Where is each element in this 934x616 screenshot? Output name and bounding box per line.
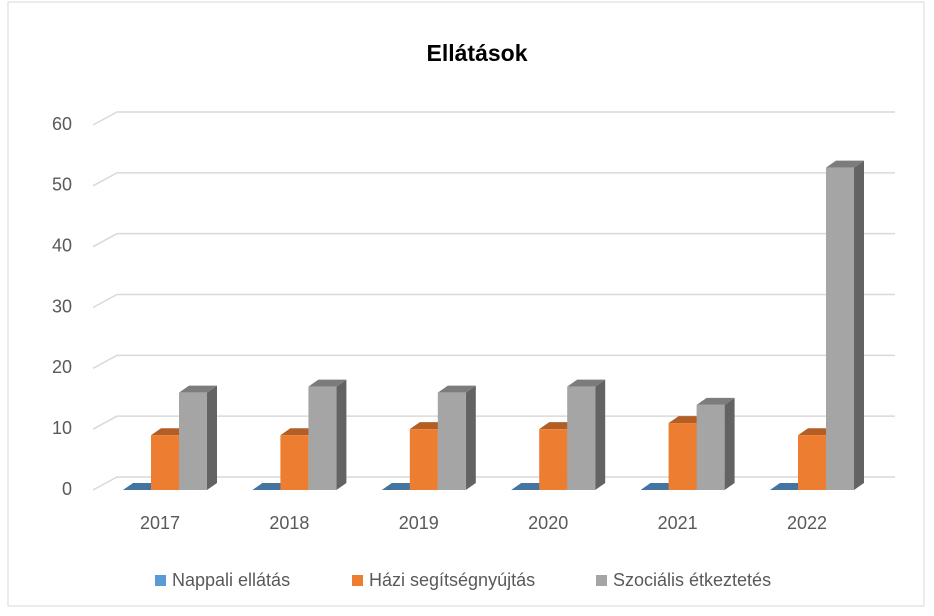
grid-line (92, 476, 895, 491)
y-tick-label: 60 (52, 114, 72, 134)
legend-swatch (155, 575, 166, 586)
bar-front (151, 435, 179, 490)
chart-border (7, 1, 925, 607)
grid-line (92, 172, 895, 187)
legend-swatch (352, 575, 363, 586)
legend-label: Szociális étkeztetés (613, 570, 771, 590)
bar-front (798, 435, 826, 490)
bar (437, 385, 476, 490)
x-tick-label: 2022 (787, 513, 827, 533)
chart-title: Ellátások (427, 40, 528, 66)
grid-line (92, 293, 895, 309)
bar-side (207, 385, 217, 490)
grid-line (92, 232, 895, 248)
bar (696, 397, 735, 490)
bar-front (696, 404, 725, 490)
legend-swatch (596, 575, 607, 586)
bar (567, 379, 606, 490)
bar-front (308, 386, 337, 490)
grid-line (92, 111, 895, 126)
y-tick-label: 10 (52, 418, 72, 438)
bar-top (179, 385, 217, 393)
bar-front (409, 429, 438, 490)
bar-front (668, 423, 697, 490)
y-tick-label: 30 (52, 296, 72, 316)
y-tick-label: 20 (52, 357, 72, 377)
y-tick-label: 50 (52, 175, 72, 195)
bar-side (595, 379, 606, 490)
bar-top (308, 379, 347, 387)
bar (308, 379, 347, 490)
bar (826, 160, 864, 491)
x-tick-label: 2021 (658, 513, 698, 533)
bar-side (724, 397, 735, 490)
grid-line (92, 415, 895, 430)
grid-line (92, 354, 895, 369)
legend-label: Házi segítségnyújtás (369, 570, 535, 590)
x-tick-label: 2020 (528, 513, 568, 533)
x-tick-label: 2017 (140, 513, 180, 533)
bar-front (539, 429, 568, 490)
legend-label: Nappali ellátás (172, 570, 290, 590)
bar-top (826, 160, 864, 168)
bar (179, 385, 217, 490)
x-tick-label: 2019 (399, 513, 439, 533)
bar-side (854, 160, 864, 491)
bar-top (437, 385, 476, 393)
bar-top (567, 379, 606, 387)
bar-front (280, 435, 309, 490)
bar-front (567, 386, 596, 490)
bar-front (826, 167, 854, 491)
bar-top (696, 397, 735, 405)
bar-front (437, 392, 466, 490)
bar-front (179, 392, 207, 490)
bar-side (336, 379, 347, 490)
y-tick-label: 40 (52, 235, 72, 255)
x-tick-label: 2018 (269, 513, 309, 533)
bar-side (465, 385, 476, 490)
y-tick-label: 0 (62, 479, 72, 499)
